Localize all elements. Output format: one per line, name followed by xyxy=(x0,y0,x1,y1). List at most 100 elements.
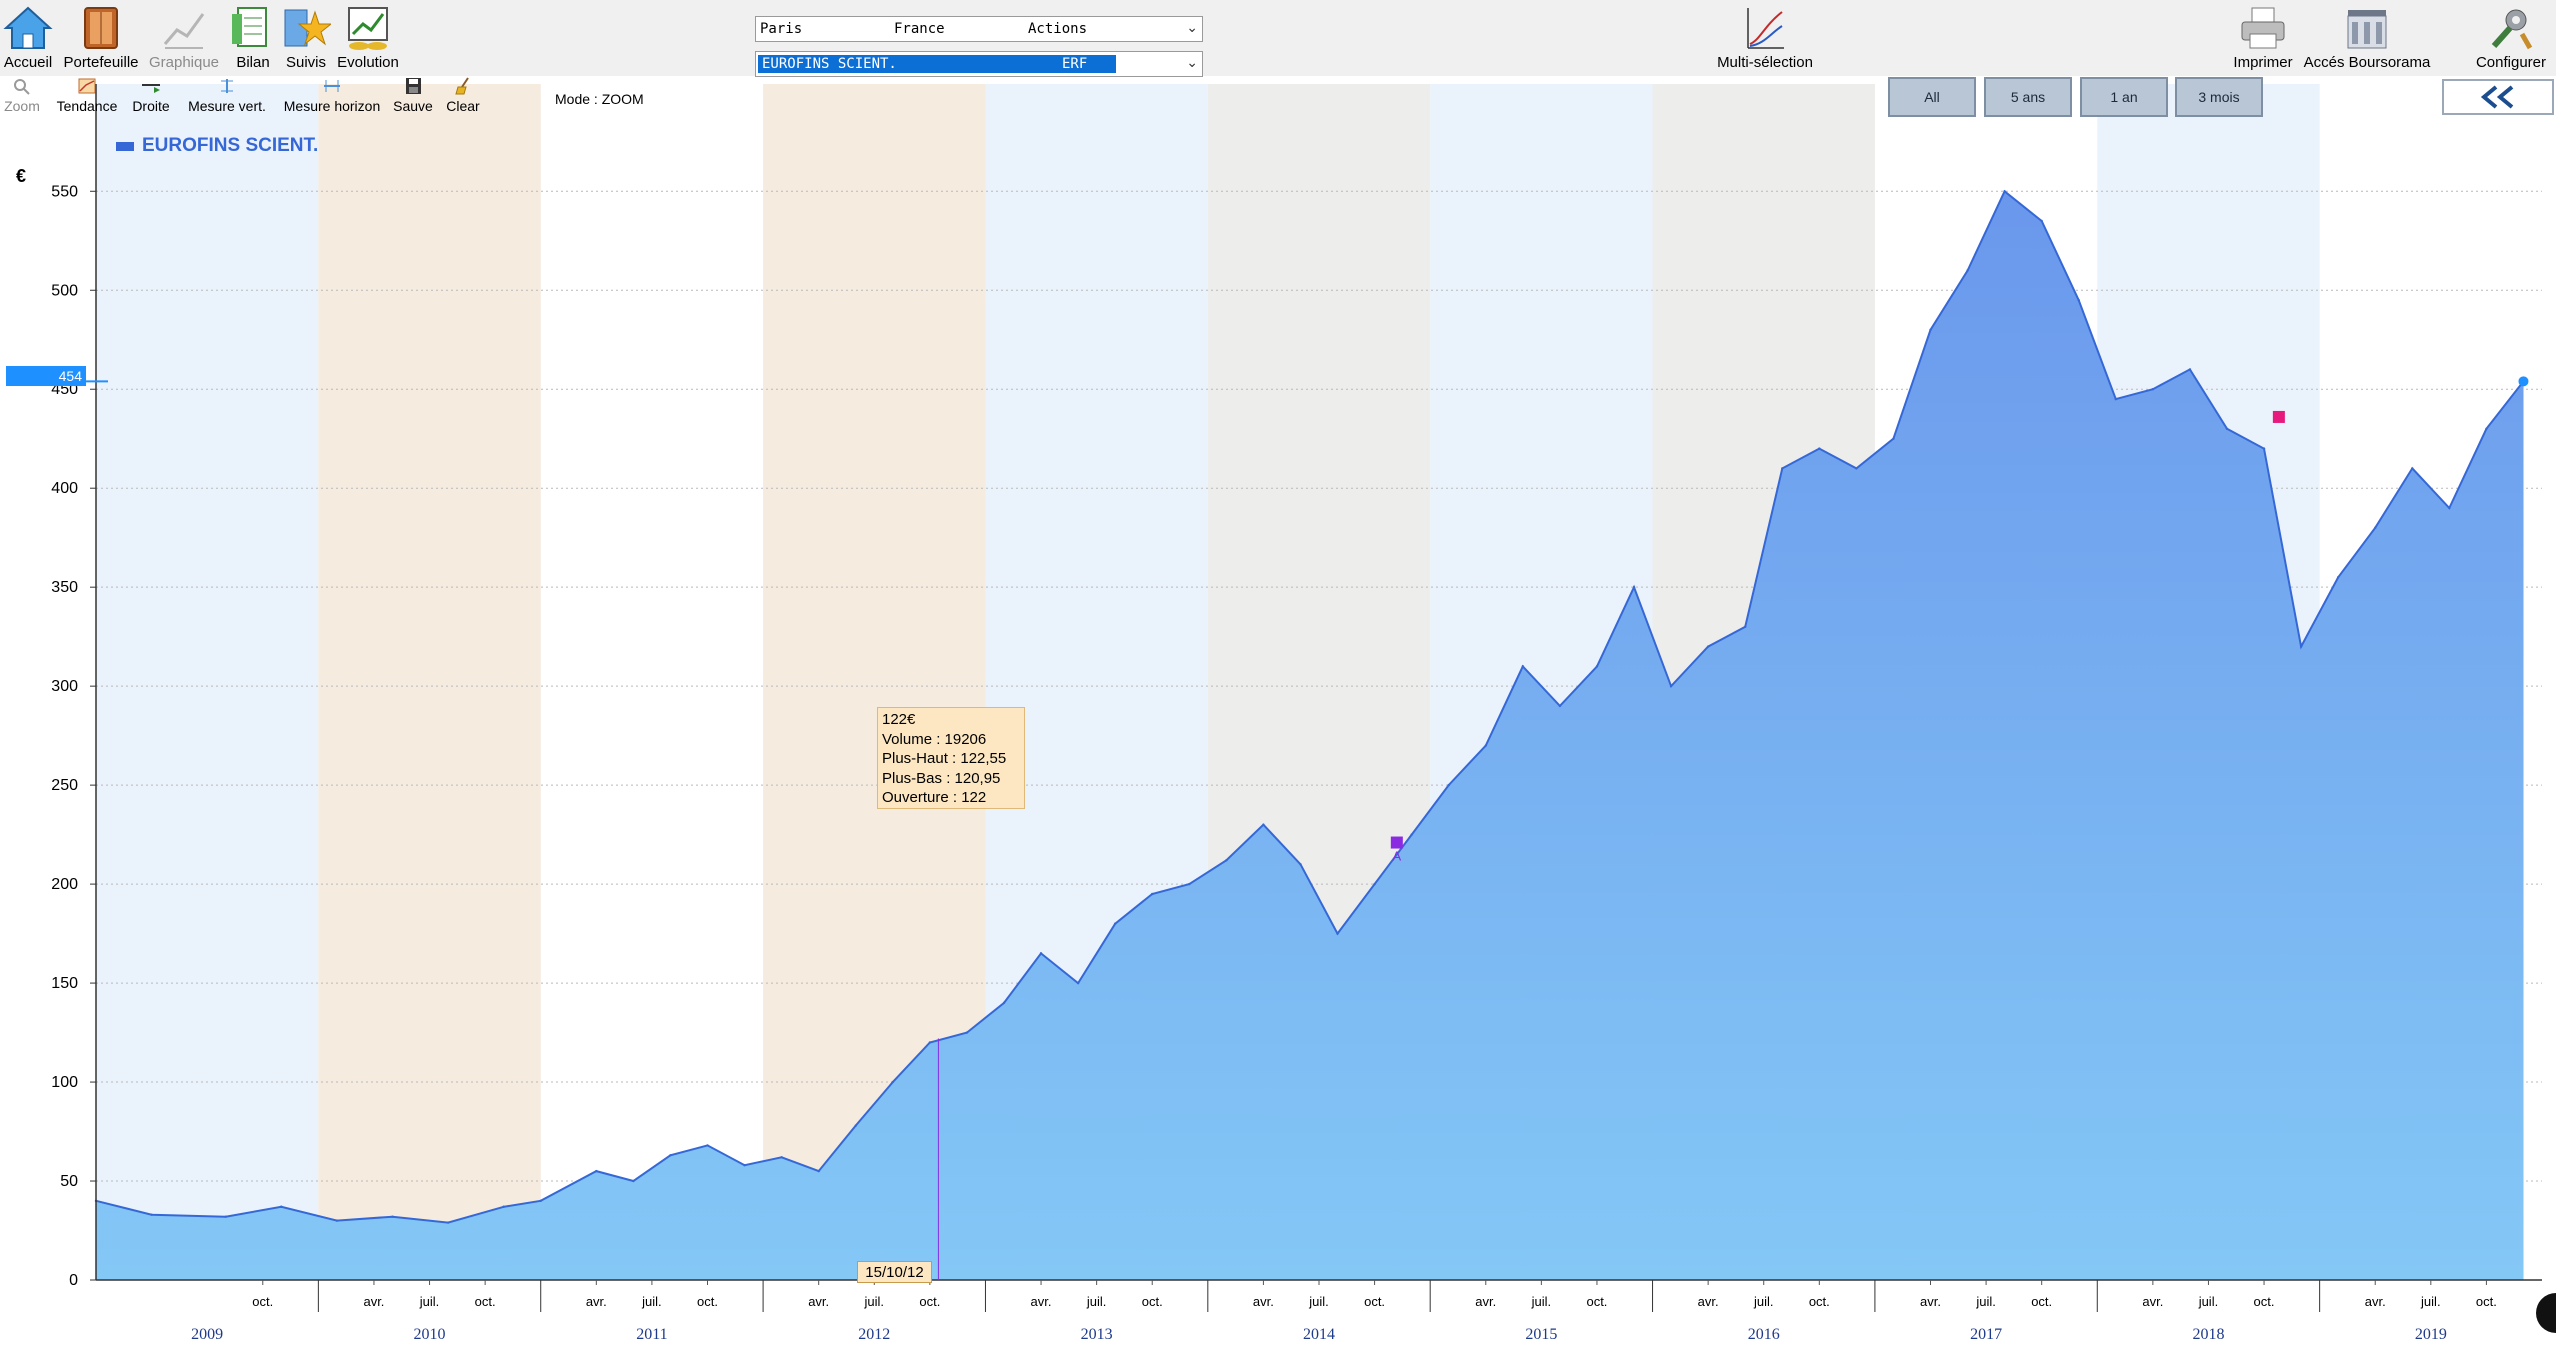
data-point-2014-06 xyxy=(1299,863,1302,866)
x-tick-label: juil. xyxy=(1975,1294,1996,1309)
range-1y-button[interactable]: 1 an xyxy=(2080,77,2168,117)
data-point-2015-04 xyxy=(1484,744,1487,747)
data-point-2014-10 xyxy=(1373,882,1376,886)
x-tick-label: avr. xyxy=(586,1294,607,1309)
year-label-2017: 2017 xyxy=(1970,1326,2002,1343)
save-label: Sauve xyxy=(393,98,433,114)
chart-button[interactable]: Graphique xyxy=(148,0,220,74)
stock-ticker: ERF xyxy=(1062,56,1088,72)
data-point-2010-02 xyxy=(335,1219,339,1222)
vertical-measure-tool[interactable]: Mesure vert. xyxy=(182,77,272,121)
data-point-2014-12 xyxy=(1410,833,1413,836)
portfolio-button[interactable]: Portefeuille xyxy=(60,0,142,74)
tracking-button[interactable]: Suivis xyxy=(280,0,332,74)
series-area xyxy=(96,191,2524,1280)
data-point-2013-08 xyxy=(1113,922,1117,925)
current-price-dot xyxy=(2518,376,2529,387)
data-point-2015-10 xyxy=(1595,665,1599,668)
legend-swatch xyxy=(116,141,134,151)
data-point-2016-12 xyxy=(1855,467,1858,470)
line-tool[interactable]: Droite xyxy=(126,77,176,121)
year-label-2011: 2011 xyxy=(636,1326,667,1343)
data-point-2014-08 xyxy=(1336,932,1339,935)
data-point-2018-06 xyxy=(2188,368,2192,371)
y-tick-label-550: 550 xyxy=(51,183,78,200)
data-point-2017-02 xyxy=(1892,437,1895,440)
clear-tool[interactable]: Clear xyxy=(440,77,486,121)
data-point-2015-08 xyxy=(1558,704,1562,708)
home-button[interactable]: Accueil xyxy=(2,0,54,74)
data-point-2013-02 xyxy=(1002,1001,1006,1005)
x-tick-label: juil. xyxy=(641,1294,662,1309)
chart-legend: EUROFINS SCIENT. xyxy=(116,135,318,157)
data-point-2016-06 xyxy=(1743,625,1747,628)
trend-tool[interactable]: Tendance xyxy=(50,77,124,121)
x-tick-label: avr. xyxy=(1031,1294,1052,1309)
balance-button[interactable]: Bilan xyxy=(228,0,278,74)
market-select[interactable]: Paris France Actions ⌄ xyxy=(755,16,1203,42)
multiselect-button[interactable]: Multi-sélection xyxy=(1710,0,1820,74)
x-tick-label: juil. xyxy=(1531,1294,1552,1309)
horizontal-measure-label: Mesure horizon xyxy=(283,98,381,114)
data-point-2013-06 xyxy=(1076,981,1080,985)
x-tick-label: oct. xyxy=(919,1294,940,1309)
year-label-2016: 2016 xyxy=(1748,1326,1780,1343)
data-point-2012-10 xyxy=(928,1041,932,1044)
data-point-2017-06 xyxy=(1966,269,1969,272)
data-point-2019-04 xyxy=(2374,526,2377,529)
corner-round-button[interactable] xyxy=(2536,1293,2556,1333)
portfolio-icon xyxy=(84,7,118,49)
stock-select[interactable]: EUROFINS SCIENT. ERF ⌄ xyxy=(755,51,1203,77)
data-point-2015-12 xyxy=(1632,585,1636,589)
line-draw-icon xyxy=(142,84,160,93)
market-country: France xyxy=(894,21,945,37)
range-all-button[interactable]: All xyxy=(1888,77,1976,117)
collapse-panel-button[interactable] xyxy=(2442,79,2554,115)
range-3m-button[interactable]: 3 mois xyxy=(2175,77,2263,117)
data-point-2016-02 xyxy=(1669,684,1673,688)
x-tick-label: juil. xyxy=(864,1294,885,1309)
horizontal-measure-tool[interactable]: Mesure horizon xyxy=(276,77,388,121)
x-tick-label: oct. xyxy=(1586,1294,1607,1309)
stock-select-highlight: EUROFINS SCIENT. ERF xyxy=(758,55,1116,73)
tooltip-high: Plus-Haut : 122,55 xyxy=(882,750,1007,767)
save-tool[interactable]: Sauve xyxy=(390,77,436,121)
home-label: Accueil xyxy=(3,54,53,71)
data-point-2015-02 xyxy=(1447,783,1450,787)
x-tick-label: oct. xyxy=(697,1294,718,1309)
data-point-2009-11 xyxy=(280,1205,283,1208)
data-point-2017-04 xyxy=(1929,328,1932,332)
data-point-2013-10 xyxy=(1151,892,1154,896)
data-point-2018-12 xyxy=(2299,645,2303,648)
print-button[interactable]: Imprimer xyxy=(2224,0,2302,74)
print-label: Imprimer xyxy=(2233,54,2293,71)
evolution-button[interactable]: Evolution xyxy=(334,0,402,74)
zoom-tool[interactable]: Zoom xyxy=(0,77,44,121)
data-point-2011-01 xyxy=(539,1199,542,1203)
year-label-2010: 2010 xyxy=(414,1326,446,1343)
data-point-2011-12 xyxy=(743,1163,746,1167)
y-tick-label-200: 200 xyxy=(51,876,78,893)
y-tick-label-100: 100 xyxy=(51,1074,78,1091)
x-tick-label: avr. xyxy=(2142,1294,2163,1309)
data-point-2017-12 xyxy=(2077,298,2080,302)
data-point-2012-06 xyxy=(854,1124,857,1127)
data-point-2018-08 xyxy=(2225,427,2229,431)
data-point-2010-11 xyxy=(502,1205,505,1208)
x-tick-label: oct. xyxy=(2254,1294,2275,1309)
y-tick-label-0: 0 xyxy=(69,1272,78,1289)
y-tick-label-150: 150 xyxy=(51,975,78,992)
portfolio-label: Portefeuille xyxy=(63,54,139,71)
balance-label: Bilan xyxy=(236,54,270,71)
year-label-2018: 2018 xyxy=(2192,1326,2224,1343)
horizontal-measure-icon xyxy=(324,80,340,92)
mode-indicator: Mode : ZOOM xyxy=(555,91,644,107)
data-point-2011-10 xyxy=(706,1144,709,1147)
configure-button[interactable]: Configurer xyxy=(2470,0,2552,74)
tooltip-open: Ouverture : 122 xyxy=(882,789,987,806)
data-point-2011-04 xyxy=(595,1169,598,1173)
boursorama-button[interactable]: Accés Boursorama xyxy=(2304,0,2430,74)
data-point-2016-10 xyxy=(1818,447,1821,450)
range-5y-button[interactable]: 5 ans xyxy=(1984,77,2072,117)
